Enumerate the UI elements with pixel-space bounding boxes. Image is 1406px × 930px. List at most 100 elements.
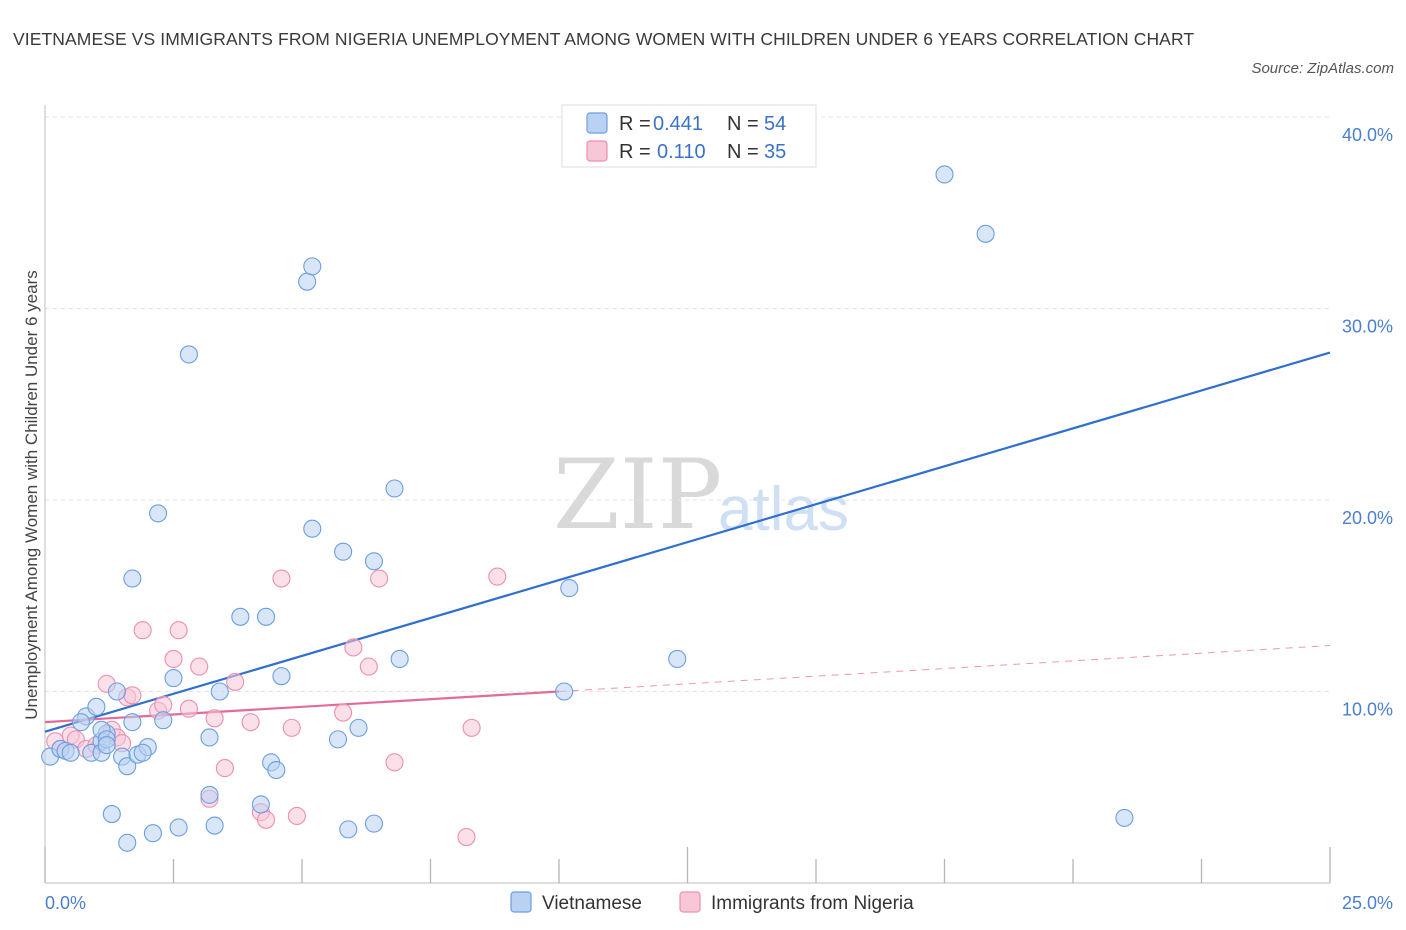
- point-vietnamese: [976, 224, 995, 243]
- series-legend-swatch-nigeria: [679, 891, 701, 913]
- point-vietnamese: [385, 479, 404, 498]
- legend-n-label-nigeria: N =: [727, 141, 759, 163]
- data-points: [41, 165, 1134, 852]
- legend-r-value-nigeria: 0.110: [657, 141, 706, 163]
- trend-line-vietnamese: [44, 351, 1331, 733]
- point-vietnamese: [118, 757, 137, 776]
- point-nigeria: [179, 699, 198, 718]
- point-vietnamese: [118, 833, 137, 852]
- point-nigeria: [359, 657, 378, 676]
- point-vietnamese: [200, 728, 219, 747]
- point-vietnamese: [164, 669, 183, 688]
- point-vietnamese: [256, 607, 276, 626]
- y-tick-label: 40.0%: [1342, 125, 1393, 145]
- point-vietnamese: [364, 552, 384, 571]
- trend-line-nigeria-extension: [558, 645, 1331, 692]
- point-nigeria: [133, 621, 152, 640]
- point-nigeria: [272, 569, 291, 588]
- point-nigeria: [370, 569, 389, 588]
- legend-r-value-vietnamese: 0.441: [653, 113, 703, 135]
- point-vietnamese: [364, 814, 384, 833]
- point-vietnamese: [231, 607, 250, 626]
- point-nigeria: [287, 806, 306, 826]
- point-vietnamese: [349, 718, 368, 737]
- point-nigeria: [344, 638, 363, 657]
- series-legend-label-nigeria: Immigrants from Nigeria: [711, 893, 914, 914]
- point-nigeria: [256, 810, 276, 829]
- series-legend: Vietnamese Immigrants from Nigeria: [510, 891, 914, 914]
- y-tick-label: 10.0%: [1342, 700, 1393, 720]
- point-vietnamese: [1115, 808, 1134, 827]
- tick-labels: 10.0% 20.0% 30.0% 40.0% 0.0% 25.0%: [45, 125, 1393, 913]
- point-vietnamese: [555, 682, 574, 701]
- legend-r-label-vietnamese: R =: [619, 113, 651, 135]
- point-nigeria: [282, 718, 301, 737]
- legend-swatch-vietnamese: [586, 112, 608, 134]
- point-nigeria: [457, 827, 476, 847]
- point-nigeria: [334, 703, 353, 722]
- point-vietnamese: [251, 795, 270, 814]
- x-tick-label-max: 25.0%: [1342, 893, 1393, 913]
- point-vietnamese: [149, 504, 168, 523]
- point-nigeria: [154, 695, 173, 714]
- point-vietnamese: [61, 743, 80, 762]
- point-nigeria: [226, 672, 245, 691]
- point-nigeria: [205, 709, 224, 728]
- point-nigeria: [462, 718, 481, 737]
- series-legend-swatch-vietnamese: [510, 891, 532, 913]
- point-vietnamese: [303, 519, 322, 538]
- point-vietnamese: [154, 711, 173, 730]
- watermark: ZIP atlas: [553, 439, 849, 551]
- point-vietnamese: [390, 649, 409, 668]
- point-vietnamese: [87, 697, 106, 716]
- point-nigeria: [215, 759, 234, 778]
- point-vietnamese: [102, 805, 121, 824]
- point-vietnamese: [123, 569, 142, 588]
- point-vietnamese: [97, 736, 116, 755]
- point-vietnamese: [200, 785, 219, 804]
- stats-legend: R = 0.441 N = 54 R = 0.110 N = 35: [561, 104, 817, 168]
- watermark-atlas: atlas: [718, 475, 849, 544]
- point-nigeria: [123, 686, 142, 705]
- point-vietnamese: [303, 257, 322, 276]
- y-axis-label: Unemployment Among Women with Children U…: [22, 270, 41, 719]
- point-vietnamese: [143, 824, 162, 843]
- point-vietnamese: [334, 542, 353, 561]
- source-label: Source: ZipAtlas.com: [1251, 60, 1394, 77]
- point-nigeria: [164, 649, 183, 668]
- point-vietnamese: [328, 730, 348, 749]
- point-vietnamese: [560, 579, 579, 598]
- point-vietnamese: [272, 667, 291, 686]
- point-vietnamese: [339, 820, 358, 839]
- y-tick-label: 20.0%: [1342, 508, 1393, 528]
- watermark-zip: ZIP: [553, 439, 722, 551]
- legend-n-value-nigeria: 35: [764, 141, 786, 163]
- point-nigeria: [385, 753, 404, 772]
- point-nigeria: [241, 713, 260, 732]
- point-vietnamese: [123, 713, 142, 732]
- point-nigeria: [169, 621, 188, 640]
- point-vietnamese: [935, 165, 954, 184]
- point-vietnamese: [668, 649, 687, 668]
- legend-r-label-nigeria: R =: [619, 141, 651, 163]
- point-vietnamese: [169, 818, 188, 837]
- point-vietnamese: [267, 760, 286, 780]
- chart-title: VIETNAMESE VS IMMIGRANTS FROM NIGERIA UN…: [13, 29, 1195, 49]
- x-tick-label-min: 0.0%: [45, 893, 86, 913]
- y-tick-label: 30.0%: [1342, 317, 1393, 337]
- legend-n-value-vietnamese: 54: [764, 113, 786, 135]
- legend-n-label-vietnamese: N =: [727, 113, 759, 135]
- point-nigeria: [190, 657, 209, 676]
- point-vietnamese: [179, 345, 198, 364]
- legend-swatch-nigeria: [586, 140, 608, 162]
- point-vietnamese: [71, 713, 91, 732]
- point-vietnamese: [298, 272, 317, 291]
- series-legend-label-vietnamese: Vietnamese: [542, 893, 642, 914]
- gridlines: [45, 116, 1330, 692]
- point-vietnamese: [205, 816, 224, 835]
- point-nigeria: [488, 567, 507, 586]
- point-vietnamese: [107, 682, 127, 701]
- point-vietnamese: [210, 682, 229, 701]
- point-vietnamese: [133, 743, 152, 762]
